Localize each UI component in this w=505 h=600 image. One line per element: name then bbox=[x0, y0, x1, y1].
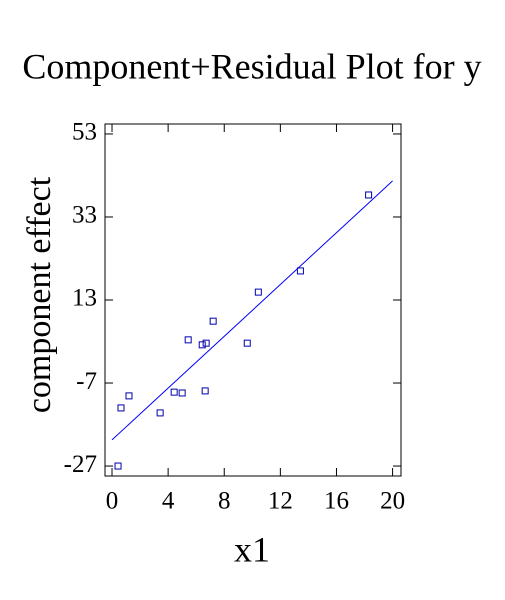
x-tick-label: 16 bbox=[324, 488, 349, 515]
point bbox=[184, 336, 192, 344]
x-tick-label: 20 bbox=[380, 488, 405, 515]
point bbox=[365, 191, 373, 199]
point bbox=[125, 392, 133, 400]
x-tick-label: 12 bbox=[268, 488, 293, 515]
point bbox=[201, 387, 209, 395]
point bbox=[202, 339, 210, 347]
y-tick-label: 33 bbox=[72, 202, 97, 229]
point bbox=[170, 388, 178, 396]
fit-line bbox=[111, 180, 393, 441]
y-tick-label: 13 bbox=[72, 285, 97, 312]
y-tick-label: -27 bbox=[64, 451, 97, 478]
point bbox=[156, 409, 164, 417]
chart-title: Component+Residual Plot for y bbox=[22, 46, 481, 86]
x-tick-label: 4 bbox=[162, 488, 175, 515]
y-tick-label: 53 bbox=[72, 119, 97, 146]
y-axis-label: component effect bbox=[21, 176, 58, 413]
point bbox=[296, 267, 304, 275]
point bbox=[178, 389, 186, 397]
point bbox=[198, 341, 206, 349]
x-tick-label: 0 bbox=[106, 488, 119, 515]
point bbox=[117, 404, 125, 412]
y-tick-label: -7 bbox=[76, 368, 97, 395]
point bbox=[254, 288, 262, 296]
point bbox=[243, 339, 251, 347]
point bbox=[114, 462, 122, 470]
plot-frame bbox=[104, 123, 402, 477]
x-axis-label: x1 bbox=[234, 529, 270, 569]
x-tick-label: 8 bbox=[218, 488, 231, 515]
point bbox=[209, 317, 217, 325]
